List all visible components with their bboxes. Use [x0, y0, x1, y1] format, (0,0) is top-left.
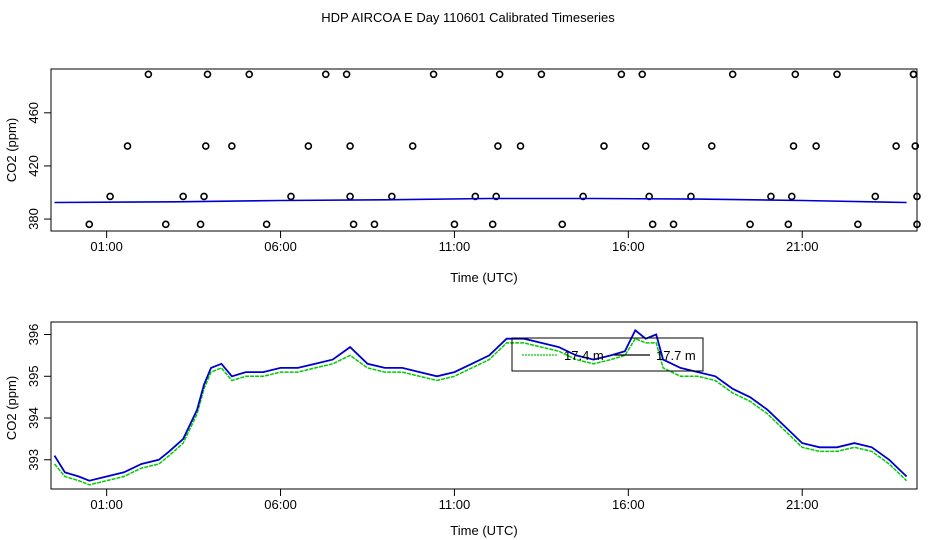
panel-top: 01:00 06:00 11:00 16:00 21:00 380 420 460 Time…: [4, 68, 921, 285]
y-axis-label-top: CO2 (ppm): [4, 118, 19, 182]
data-point: [812, 142, 820, 150]
series-line-17-7m: [53, 328, 908, 482]
data-point: [346, 192, 354, 201]
top-x-tick-label: 06:00: [264, 239, 297, 254]
legend: 17.4 m 17.7 m: [511, 337, 704, 372]
top-x-tick-label: 21:00: [786, 239, 819, 254]
data-point: [909, 70, 918, 79]
y-axis-label-bottom: CO2 (ppm): [4, 376, 19, 440]
data-point: [304, 142, 313, 150]
data-point: [429, 70, 438, 79]
top-y-tick-label: 420: [26, 155, 41, 177]
data-point: [262, 220, 271, 229]
data-point: [196, 220, 205, 229]
top-x-tick-label: 16:00: [612, 239, 645, 254]
data-point: [833, 70, 841, 79]
series-line-17-4m: [53, 337, 908, 486]
y-axis-bottom: 393 394 395 396: [26, 324, 51, 471]
legend-label-17-7m: 17.7 m: [656, 348, 696, 363]
data-point: [516, 142, 525, 150]
data-point: [321, 70, 330, 79]
data-point: [648, 220, 657, 229]
data-point: [871, 192, 880, 201]
data-point: [203, 70, 212, 79]
data-point: [789, 142, 798, 150]
data-point: [161, 220, 170, 229]
plot-frame-bottom: [50, 321, 918, 490]
bottom-x-tick-label: 21:00: [786, 497, 819, 512]
data-point: [791, 70, 800, 79]
data-point: [201, 142, 210, 150]
data-point: [638, 70, 647, 79]
data-point: [913, 220, 921, 229]
bottom-x-tick-label: 16:00: [612, 497, 645, 512]
x-axis-bottom: 01:00 06:00 11:00 16:00 21:00: [90, 489, 819, 512]
chart-title: HDP AIRCOA E Day 110601 Calibrated Times…: [321, 10, 615, 25]
data-point: [669, 220, 678, 229]
data-point: [388, 192, 396, 201]
data-point: [492, 192, 500, 201]
data-point: [617, 70, 626, 79]
legend-box: [511, 337, 704, 372]
data-point: [346, 142, 354, 150]
bottom-x-tick-label: 06:00: [264, 497, 297, 512]
legend-label-17-4m: 17.4 m: [564, 348, 604, 363]
data-point: [784, 220, 793, 229]
bottom-y-tick-label: 396: [26, 324, 41, 346]
scatter-points: [85, 70, 921, 229]
data-point: [787, 192, 796, 201]
data-point: [558, 220, 567, 229]
panel-bottom: 01:00 06:00 11:00 16:00 21:00 393 394 395 396 T…: [4, 321, 918, 538]
data-point: [349, 220, 358, 229]
data-point: [370, 220, 379, 229]
data-point: [708, 142, 716, 150]
data-point: [495, 70, 504, 79]
data-point: [287, 192, 295, 201]
data-point: [342, 70, 351, 79]
data-point: [408, 142, 417, 150]
data-point: [892, 142, 900, 150]
data-point: [911, 142, 920, 150]
data-point: [494, 142, 502, 150]
x-axis-top: 01:00 06:00 11:00 16:00 21:00: [90, 231, 819, 254]
data-point: [767, 192, 775, 201]
data-point: [179, 192, 187, 201]
data-point: [488, 220, 497, 229]
data-point: [746, 220, 754, 229]
x-axis-label-top: Time (UTC): [450, 270, 517, 285]
data-point: [228, 142, 236, 150]
data-point: [200, 192, 208, 201]
data-point: [123, 142, 132, 150]
data-point: [106, 192, 114, 201]
data-point: [450, 220, 459, 229]
data-point: [600, 142, 608, 150]
data-point: [537, 70, 546, 79]
data-point: [85, 220, 94, 229]
top-y-tick-label: 380: [26, 208, 41, 230]
bottom-y-tick-label: 394: [26, 407, 41, 429]
bottom-y-tick-label: 393: [26, 449, 41, 471]
top-x-tick-label: 01:00: [90, 239, 123, 254]
data-point: [913, 192, 921, 201]
bottom-x-tick-label: 01:00: [90, 497, 123, 512]
data-point: [641, 142, 650, 150]
data-point: [144, 70, 153, 79]
top-y-tick-label: 460: [26, 102, 41, 124]
x-axis-label-bottom: Time (UTC): [450, 523, 517, 538]
y-axis-top: 380 420 460: [26, 102, 51, 230]
bottom-y-tick-label: 395: [26, 365, 41, 387]
data-point: [245, 70, 254, 79]
data-point: [579, 192, 587, 201]
top-x-tick-label: 11:00: [439, 239, 471, 254]
data-point: [854, 220, 862, 229]
plot-frame-top: [50, 68, 918, 232]
data-point: [728, 70, 737, 79]
series-line-top: [54, 197, 907, 204]
data-point: [471, 192, 480, 201]
bottom-x-tick-label: 11:00: [439, 497, 471, 512]
